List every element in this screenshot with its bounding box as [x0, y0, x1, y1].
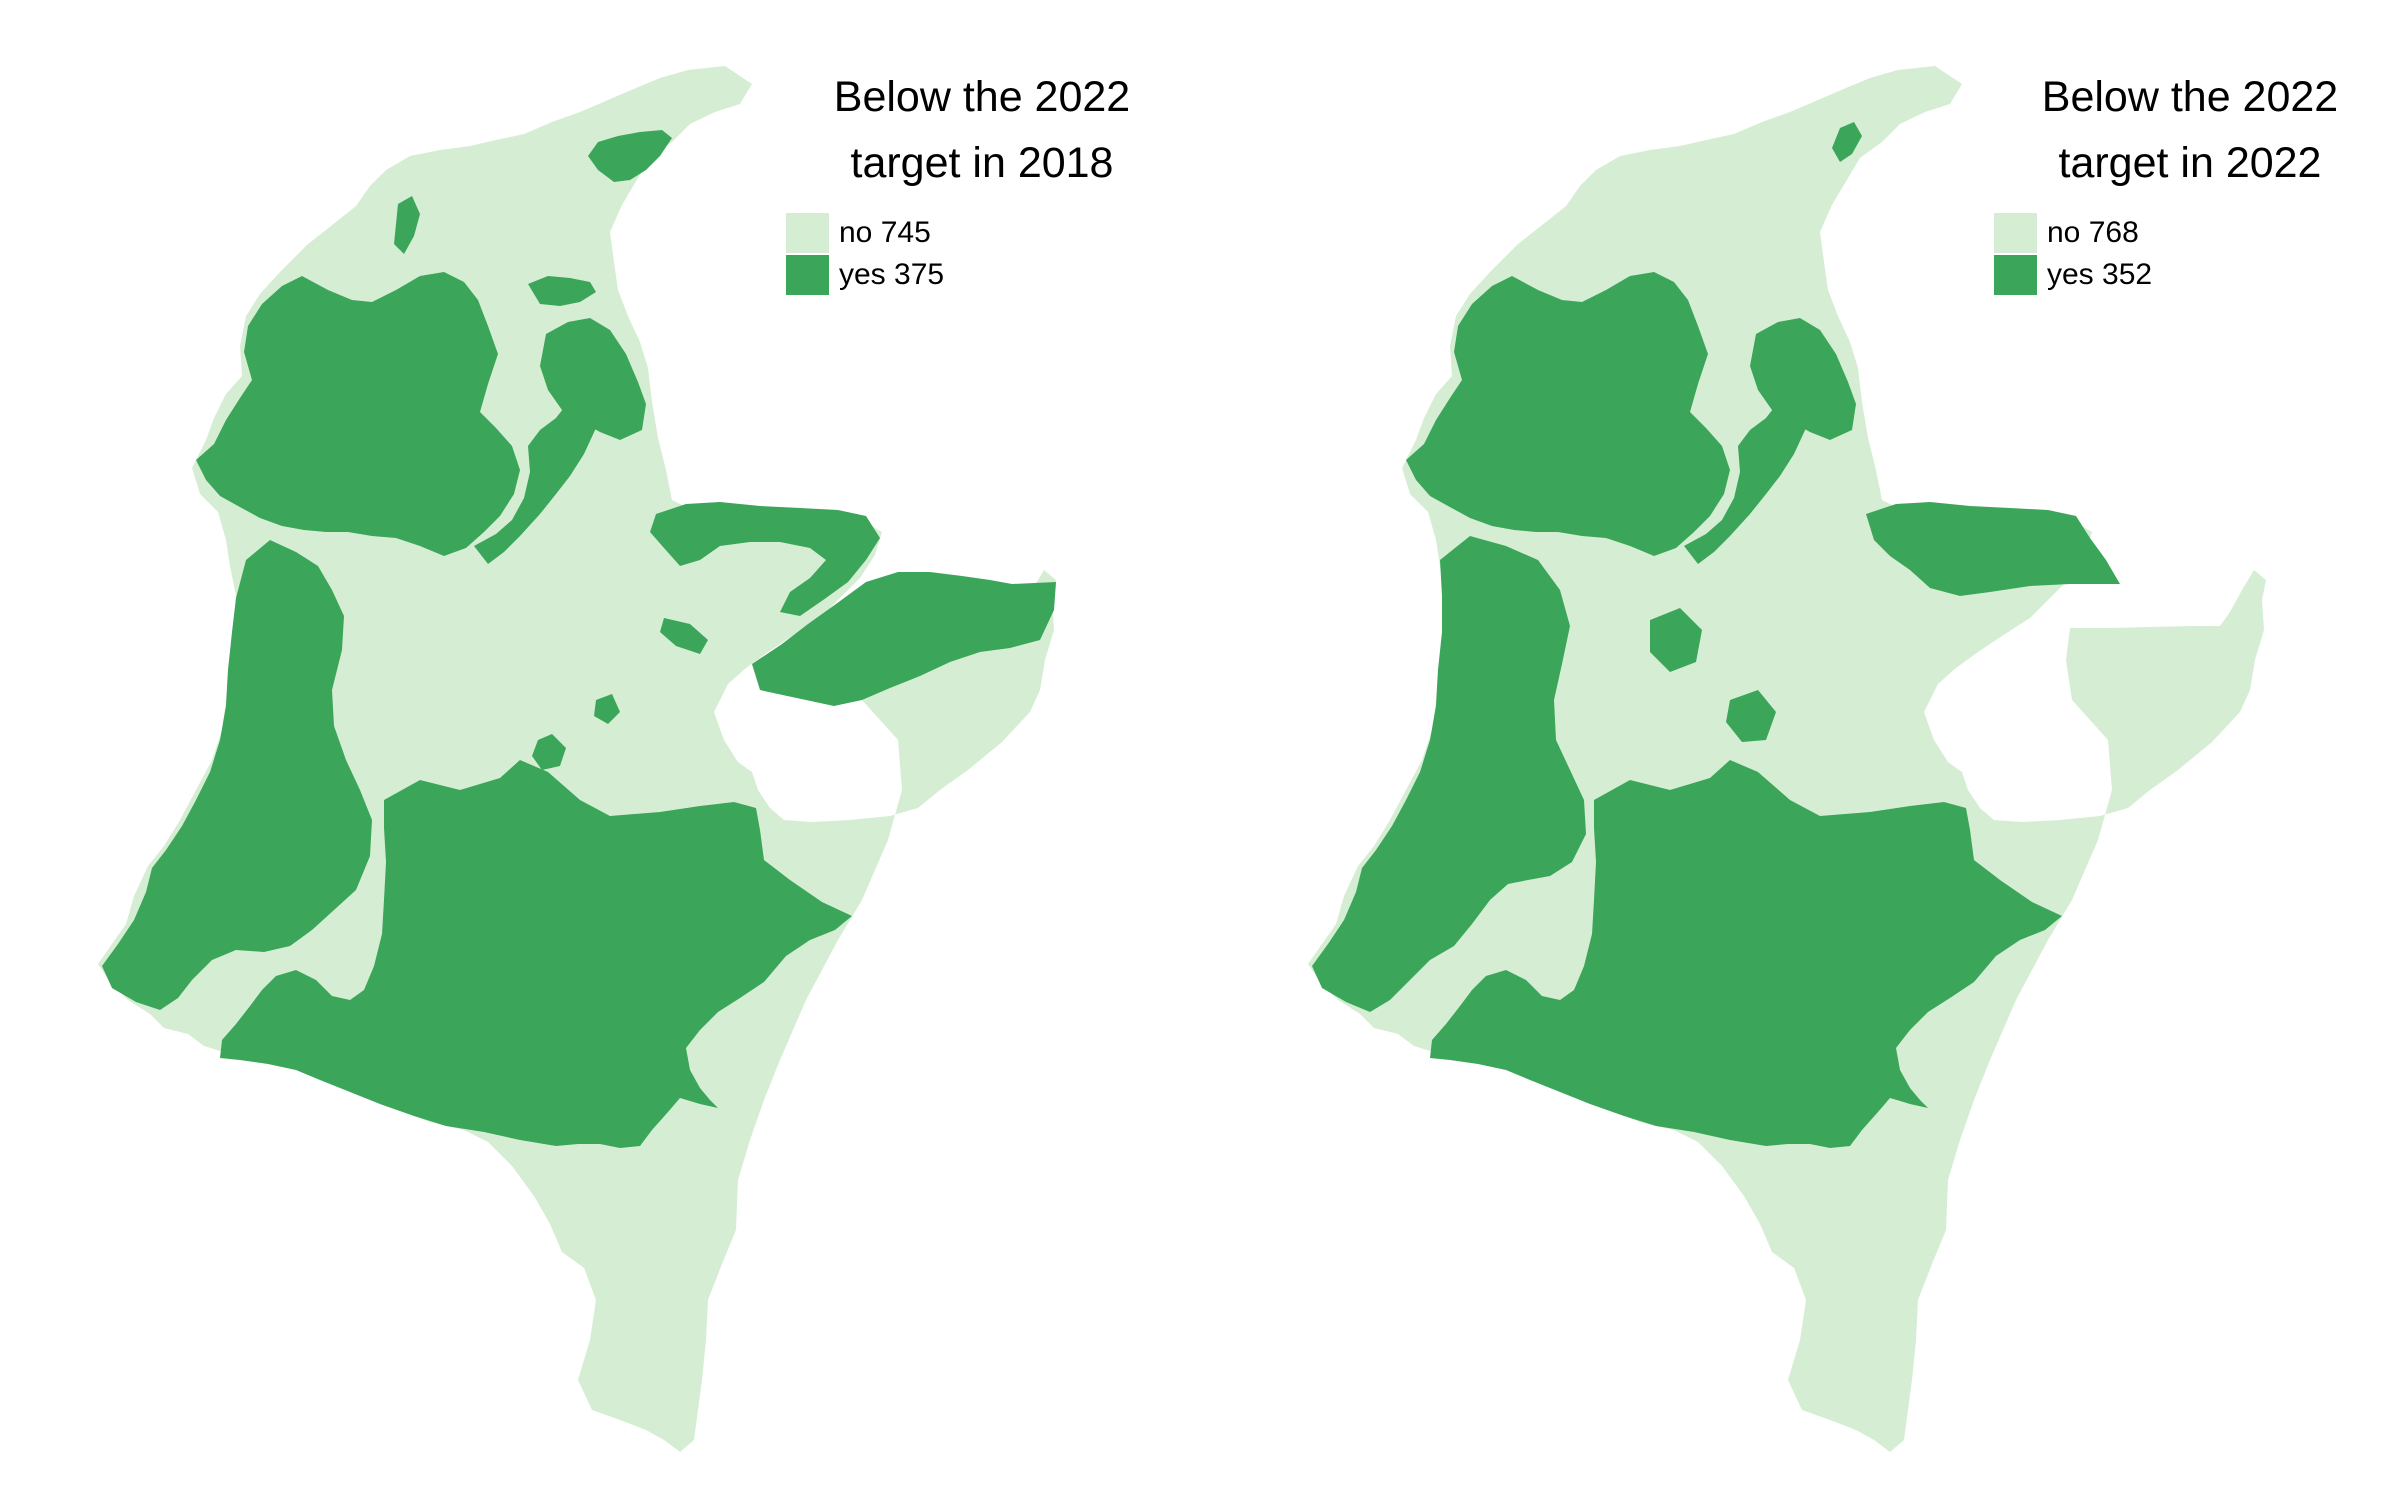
yes-regions: [102, 130, 1056, 1148]
yes-region-northeast: [1750, 318, 1856, 440]
yes-region-coast: [528, 276, 596, 306]
yes-region-pacific: [1312, 536, 1586, 1012]
yes-regions: [1312, 122, 2120, 1148]
map-panel-2022: Below the 2022 target in 2022 no 768 yes…: [1200, 0, 2400, 1500]
yes-region-south: [1430, 760, 2062, 1148]
yes-region-patch-1: [532, 734, 566, 770]
legend-swatch-yes: [1994, 255, 2037, 295]
map-panel-2018: Below the 2022 target in 2018 no 745 yes…: [98, 64, 1192, 1452]
choropleth-map: [98, 66, 1056, 1452]
yes-region-east-band-1: [1866, 502, 2120, 596]
yes-region-patch-2: [1650, 608, 1702, 672]
legend-title-line2: target in 2018: [850, 139, 1114, 187]
yes-region-central-strip: [474, 368, 606, 564]
yes-region-central-strip: [1684, 368, 1816, 564]
yes-region-northwest: [1406, 272, 1730, 556]
legend-items: no 745 yes 375: [786, 212, 1192, 296]
legend-swatch-yes: [786, 255, 829, 295]
yes-region-pacific: [102, 540, 372, 1010]
yes-region-patch-3: [660, 618, 708, 654]
yes-region-east-band-2: [752, 572, 1056, 706]
yes-region-northcoast: [394, 196, 420, 254]
yes-region-patch-1: [1726, 690, 1776, 742]
yes-region-patch-2: [594, 694, 620, 724]
yes-region-east-band-1: [650, 502, 880, 616]
choropleth-map: [1308, 66, 2266, 1452]
legend-swatch-no: [786, 213, 829, 253]
legend-label-no: no 745: [839, 216, 931, 249]
yes-region-guajira: [588, 130, 672, 182]
legend-swatch-no: [1994, 213, 2037, 253]
legend-title-line1: Below the 2022: [833, 73, 1131, 121]
yes-region-south: [220, 760, 852, 1148]
yes-region-guajira: [1832, 122, 1862, 162]
legend-title-line2: target in 2022: [2058, 139, 2322, 187]
yes-region-northeast: [540, 318, 646, 440]
legend-item-yes: yes 352: [1994, 254, 2400, 296]
legend: Below the 2022 target in 2022 no 768 yes…: [1980, 64, 2400, 296]
legend-label-yes: yes 352: [2047, 258, 2153, 291]
legend: Below the 2022 target in 2018 no 745 yes…: [772, 64, 1192, 296]
legend-item-no: no 745: [786, 212, 1192, 254]
legend-title-line1: Below the 2022: [2041, 73, 2339, 121]
legend-items: no 768 yes 352: [1994, 212, 2400, 296]
legend-item-yes: yes 375: [786, 254, 1192, 296]
yes-region-northwest: [196, 272, 520, 556]
legend-label-yes: yes 375: [839, 258, 945, 291]
legend-item-no: no 768: [1994, 212, 2400, 254]
legend-label-no: no 768: [2047, 216, 2139, 249]
